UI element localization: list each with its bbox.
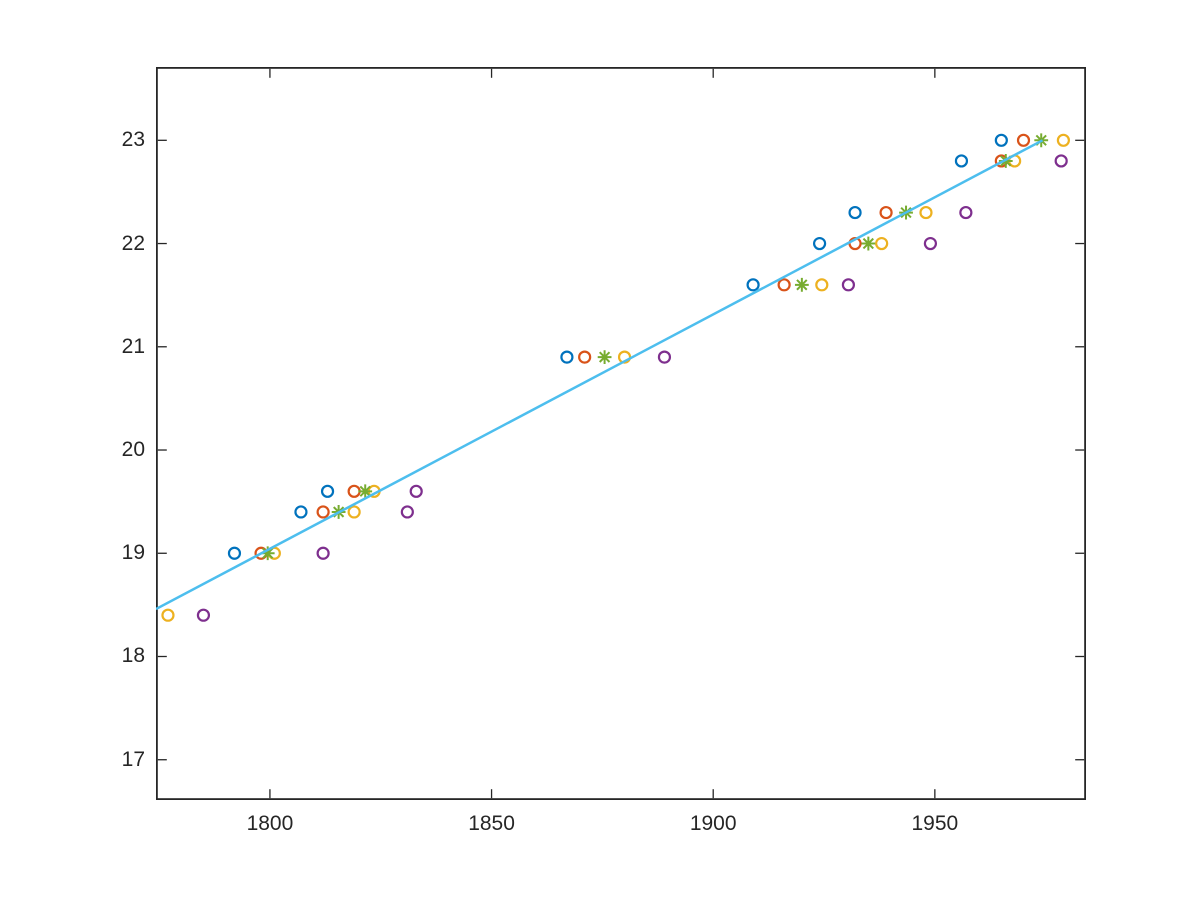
series-yellow-circles-marker [161, 608, 175, 622]
series-yellow-circles-marker [919, 205, 933, 220]
series-purple-circles-marker [409, 484, 423, 498]
scatter-plot-canvas [156, 67, 1086, 800]
y-tick-label-17: 17 [121, 747, 145, 771]
fit-line [156, 139, 1044, 611]
series-blue-circles-marker [994, 133, 1008, 147]
y-tick-label-19: 19 [121, 541, 145, 565]
series-green-asterisks-marker [358, 484, 373, 499]
series-purple-circles-marker [923, 236, 938, 251]
y-tick-label-20: 20 [121, 438, 145, 462]
series-purple-circles-marker [841, 278, 856, 292]
series-blue-circles-marker [812, 236, 827, 251]
series-green-asterisks-marker [597, 350, 612, 365]
series-orange-circles-marker [1016, 133, 1031, 147]
series-blue-circles-marker [294, 505, 308, 519]
series-purple-circles-marker [196, 608, 211, 622]
series-blue-circles-marker [848, 205, 862, 220]
series-purple-circles-marker [657, 350, 672, 364]
series-blue-circles-marker [746, 278, 760, 292]
x-tick-label-1900: 1900 [689, 812, 737, 835]
y-tick-label-18: 18 [121, 644, 145, 668]
y-tick-label-23: 23 [121, 128, 145, 152]
series-green-asterisks-marker [794, 277, 809, 292]
series-purple-circles-marker [959, 205, 973, 220]
series-yellow-circles-marker [875, 236, 889, 251]
series-blue-circles-marker [227, 546, 242, 560]
axes-box [156, 67, 1086, 800]
series-green-asterisks-marker [861, 236, 876, 251]
series-blue-circles-marker [954, 154, 969, 168]
series-purple-circles-marker [400, 505, 414, 519]
x-tick-label-1950: 1950 [911, 812, 959, 835]
x-tick-label-1800: 1800 [246, 812, 294, 835]
x-tick-label-1850: 1850 [468, 812, 515, 835]
series-purple-circles-marker [1054, 154, 1068, 168]
y-tick-label-22: 22 [121, 231, 145, 255]
series-yellow-circles-marker [1056, 133, 1070, 147]
series-orange-circles-marker [347, 484, 361, 498]
series-yellow-circles-marker [347, 505, 361, 519]
series-orange-circles-marker [777, 278, 791, 292]
series-purple-circles-marker [316, 546, 330, 560]
y-tick-label-21: 21 [121, 334, 145, 358]
series-blue-circles-marker [560, 350, 574, 364]
series-orange-circles-marker [879, 205, 893, 220]
series-orange-circles-marker [316, 505, 330, 519]
series-green-asterisks-marker [260, 546, 275, 561]
series-orange-circles-marker [578, 350, 592, 364]
series-yellow-circles-marker [815, 278, 829, 292]
plot-area [156, 67, 1086, 800]
series-blue-circles-marker [320, 484, 335, 498]
